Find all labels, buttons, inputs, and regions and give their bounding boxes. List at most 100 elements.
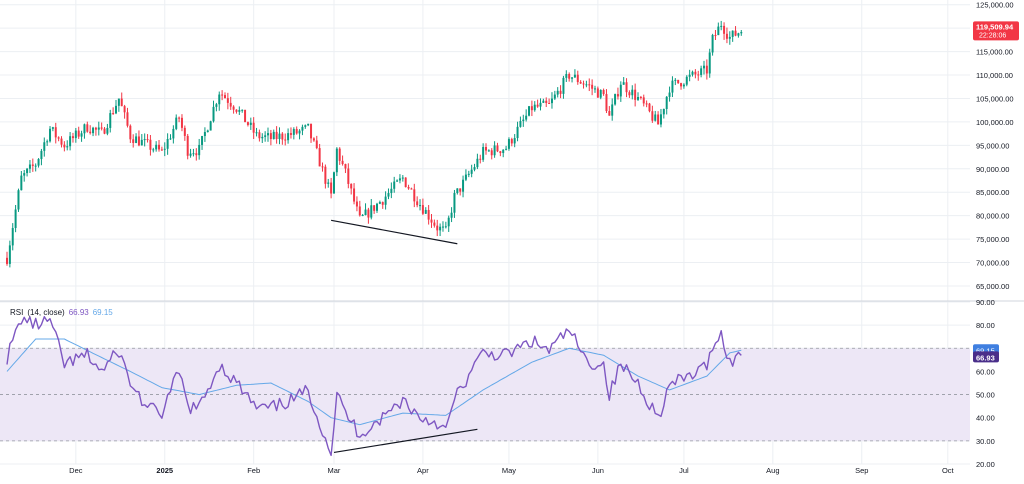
candle xyxy=(252,117,255,140)
candle-body xyxy=(169,138,172,140)
candle xyxy=(407,184,410,190)
candle-body xyxy=(192,153,195,155)
candle-body xyxy=(720,25,723,27)
candle-body xyxy=(163,148,166,150)
rsi-axis-tick-label: 60.00 xyxy=(976,367,995,376)
candle xyxy=(525,109,528,122)
candle-body xyxy=(513,138,516,144)
candle xyxy=(490,148,493,160)
candle xyxy=(201,135,204,150)
candle-body xyxy=(186,135,189,156)
candle xyxy=(226,92,229,110)
candle-body xyxy=(100,127,103,129)
candle xyxy=(183,125,186,141)
candle-body xyxy=(77,130,80,137)
candle-body xyxy=(419,205,422,207)
candle xyxy=(464,169,467,182)
candle-body xyxy=(605,94,608,112)
rsi-divergence-trendline[interactable] xyxy=(333,428,478,454)
annotation-layer[interactable] xyxy=(331,219,478,454)
candle-body xyxy=(180,117,183,128)
candle xyxy=(117,98,120,112)
candle-body xyxy=(246,122,249,125)
axis-layer[interactable]: 125,000.00120,000.00115,000.00110,000.00… xyxy=(69,1,1019,475)
candle-body xyxy=(355,201,358,207)
price-axis-tick-label: 115,000.00 xyxy=(976,48,1013,57)
candle-body xyxy=(361,214,364,216)
candle-body xyxy=(404,177,407,188)
rsi-legend[interactable]: RSI (14, close) 66.93 69.15 xyxy=(10,308,117,317)
candle xyxy=(275,126,278,144)
candle-body xyxy=(433,222,436,226)
candle-body xyxy=(241,109,244,111)
candle-body xyxy=(662,108,665,115)
candle xyxy=(622,77,625,85)
candle-body xyxy=(562,77,565,94)
candle xyxy=(542,98,545,104)
candle xyxy=(321,162,324,172)
candle-body xyxy=(281,133,284,140)
candle xyxy=(327,178,330,188)
candle xyxy=(192,148,195,157)
price-divergence-trendline[interactable] xyxy=(331,219,458,245)
candle xyxy=(642,94,645,107)
candle xyxy=(450,207,453,223)
candle-body xyxy=(51,127,54,129)
candle xyxy=(596,86,599,98)
candle-body xyxy=(330,182,333,194)
candle xyxy=(717,22,720,36)
candle-body xyxy=(149,139,152,150)
candle xyxy=(120,92,123,107)
candle xyxy=(341,155,344,166)
candle xyxy=(189,148,192,158)
candle xyxy=(688,69,691,82)
time-axis-label: Jul xyxy=(679,466,689,475)
candle xyxy=(258,129,261,142)
candle-body xyxy=(700,68,703,75)
rsi-legend-name: RSI xyxy=(10,308,24,317)
rsi-axis-tick-label: 90.00 xyxy=(976,298,995,307)
candle xyxy=(591,79,594,96)
candle-body xyxy=(160,149,163,151)
candle-body xyxy=(593,88,596,90)
candle-body xyxy=(648,103,651,112)
candle xyxy=(361,213,364,217)
candle-body xyxy=(238,110,241,112)
candle-body xyxy=(83,124,86,134)
candle xyxy=(665,96,668,115)
candle xyxy=(172,125,175,144)
candle-body xyxy=(476,158,479,168)
candle-body xyxy=(453,193,456,213)
price-axis-tick-label: 110,000.00 xyxy=(976,71,1013,80)
candle-body xyxy=(462,179,465,192)
candle-body xyxy=(688,74,691,77)
candle-body xyxy=(614,94,617,105)
candle-body xyxy=(533,104,536,111)
candle-body xyxy=(496,145,499,152)
candle-body xyxy=(249,122,252,125)
candle xyxy=(212,100,215,123)
candle xyxy=(178,116,181,123)
candle xyxy=(249,117,252,130)
candle xyxy=(680,82,683,90)
candle xyxy=(92,126,95,137)
candle-body xyxy=(221,94,224,96)
candle xyxy=(625,78,628,98)
candle-body xyxy=(490,150,493,156)
candle-body xyxy=(14,209,17,229)
candle xyxy=(223,92,226,99)
candle-body xyxy=(619,84,622,97)
candle-body xyxy=(645,103,648,105)
candle xyxy=(462,175,465,198)
candle xyxy=(289,127,292,139)
candle-body xyxy=(548,102,551,104)
candle xyxy=(711,33,714,56)
candle xyxy=(505,145,508,151)
candle-body xyxy=(295,129,298,134)
candle-body xyxy=(353,188,356,202)
rsi-value-badge[interactable]: 66.93 xyxy=(973,351,999,363)
candle-body xyxy=(66,146,69,148)
